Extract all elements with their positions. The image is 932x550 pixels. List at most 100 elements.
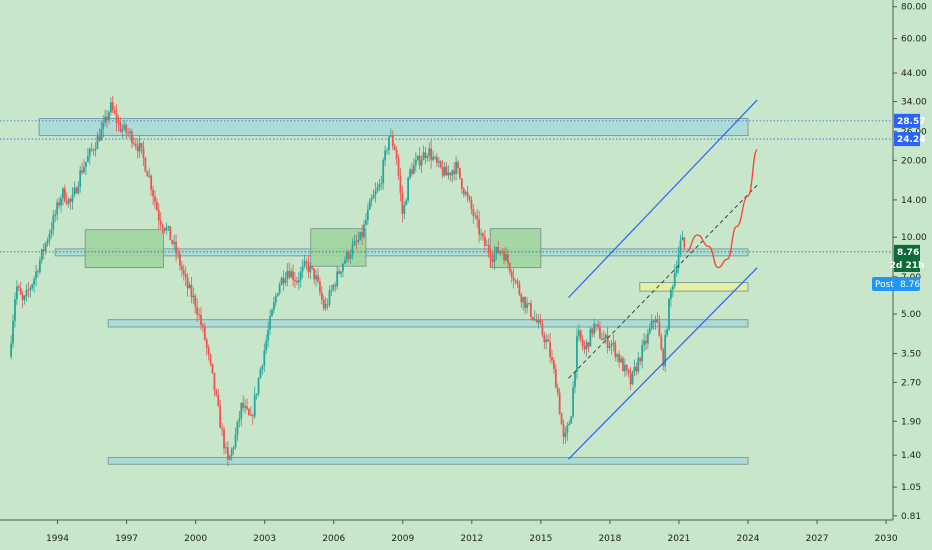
candle-39 [85, 161, 87, 176]
time-axis[interactable]: 1994 1997 2000 2003 2006 2009 2012 2015 2018 2021… [46, 520, 898, 544]
candle-189 [372, 189, 375, 199]
candle-222 [436, 153, 438, 167]
candle-48 [102, 115, 105, 138]
candle-body [562, 424, 565, 438]
candle-body [662, 349, 665, 367]
candle-body [81, 170, 83, 173]
candle-27 [62, 187, 64, 206]
candle-19 [46, 237, 49, 247]
candle-229 [449, 172, 452, 181]
candle-126 [251, 413, 254, 425]
candle-body [420, 160, 423, 166]
candle-body [529, 303, 532, 317]
candle-body [535, 318, 538, 323]
candle-231 [453, 162, 456, 181]
candle-72 [148, 167, 151, 179]
candle-body [136, 146, 139, 152]
candle-58 [121, 124, 124, 139]
candle-body [282, 277, 285, 284]
candle-body [257, 378, 260, 394]
x-tick-label-3: 2003 [253, 534, 276, 544]
candle-221 [434, 155, 436, 161]
candle-body [487, 244, 490, 253]
candle-body [315, 275, 317, 280]
candle-body [654, 318, 657, 323]
x-tick-label-7: 2015 [529, 534, 552, 544]
candle-body [157, 210, 160, 221]
post-value-text: 8.76 [900, 280, 920, 290]
candle-17 [42, 243, 45, 260]
candle-34 [75, 185, 78, 194]
candle-287 [560, 412, 563, 425]
y-tick-label-12: 1.90 [901, 417, 921, 427]
candle-body [460, 178, 463, 190]
candle-body [666, 329, 668, 336]
candle-body [493, 253, 496, 262]
candle-99 [200, 307, 202, 330]
candle-134 [267, 321, 270, 348]
candle-15 [38, 256, 41, 274]
candle-232 [455, 156, 457, 181]
candle-body [370, 198, 373, 201]
candle-body [589, 328, 592, 347]
candle-306 [597, 320, 599, 330]
candle-94 [190, 276, 193, 304]
candle-41 [88, 147, 91, 165]
candle-271 [529, 299, 532, 320]
candle-body [472, 209, 475, 217]
candle-body [324, 303, 327, 309]
candle-body [581, 339, 584, 347]
candle-149 [295, 276, 298, 286]
candle-33 [73, 181, 76, 198]
candle-256 [501, 248, 504, 255]
candle-103 [207, 344, 210, 361]
candle-173 [342, 262, 344, 277]
candle-150 [297, 272, 300, 291]
candle-233 [457, 159, 459, 175]
candle-body [368, 200, 371, 210]
candle-body [401, 192, 404, 214]
candle-141 [280, 276, 283, 286]
candle-1 [12, 314, 14, 349]
candle-105 [211, 363, 214, 375]
candle-304 [593, 318, 596, 338]
candle-303 [591, 328, 594, 338]
candle-body [37, 271, 39, 273]
candle-235 [460, 178, 463, 194]
x-tick-label-11: 2027 [806, 534, 829, 544]
candle-159 [315, 269, 317, 287]
candle-body [109, 102, 112, 113]
candle-body [508, 263, 511, 272]
candle-339 [660, 332, 663, 352]
x-tick-label-1: 1997 [115, 534, 138, 544]
candle-257 [503, 247, 505, 265]
candle-172 [340, 270, 342, 278]
y-tick-label-2: 44.00 [901, 69, 927, 79]
candle-body [403, 205, 406, 214]
candle-body [478, 219, 481, 235]
candle-body [359, 232, 362, 241]
candle-211 [414, 151, 417, 172]
candles-layer [10, 95, 686, 467]
candle-body [545, 339, 548, 343]
candle-80 [163, 227, 166, 234]
candle-body [165, 227, 168, 231]
candle-body [92, 149, 95, 151]
candle-body [33, 278, 36, 285]
zone-box-3 [107, 457, 749, 465]
candle-body [670, 289, 672, 299]
candle-body [44, 243, 47, 251]
candle-body [610, 343, 613, 347]
candle-53 [111, 95, 114, 114]
candle-body [443, 166, 446, 176]
candle-320 [623, 358, 626, 377]
candle-body [405, 200, 408, 206]
candle-326 [635, 362, 638, 376]
candle-86 [175, 234, 177, 262]
candle-64 [132, 136, 135, 147]
candle-20 [48, 229, 51, 246]
candle-324 [631, 370, 634, 386]
candle-338 [658, 315, 661, 337]
